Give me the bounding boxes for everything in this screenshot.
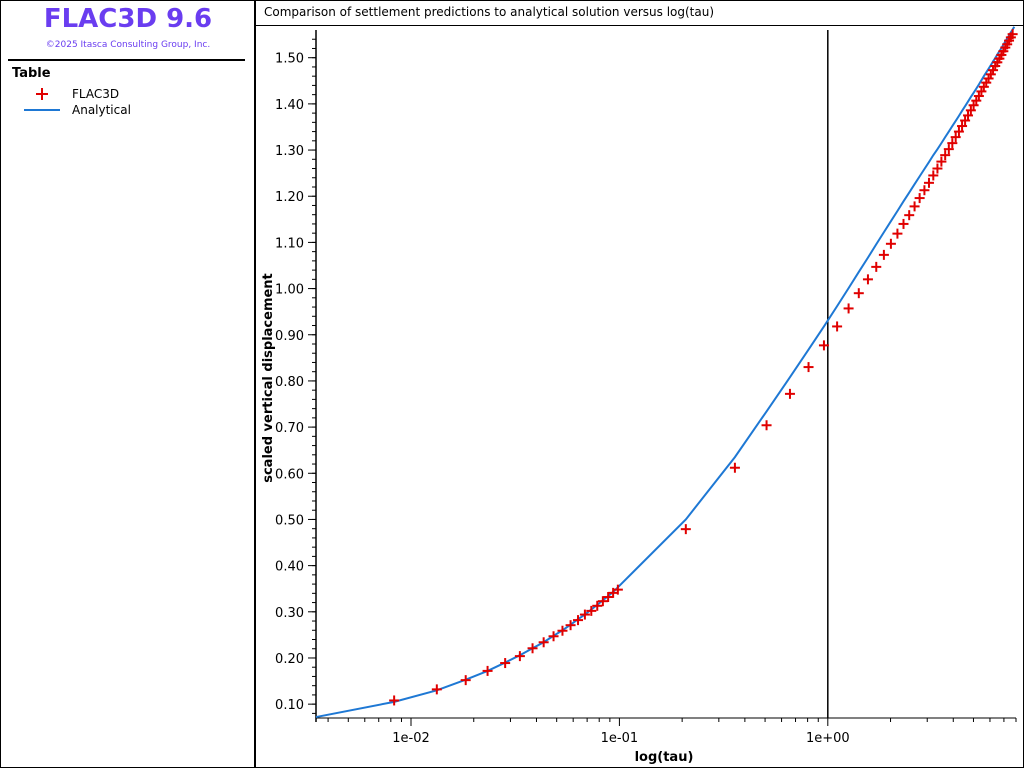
- flac3d-marker: [1007, 29, 1018, 40]
- flac3d-marker: [965, 105, 976, 116]
- flac3d-marker: [557, 625, 568, 636]
- y-tick-label: 0.60: [275, 467, 304, 482]
- header-divider: [8, 59, 245, 61]
- flac3d-marker: [963, 110, 974, 121]
- flac3d-marker: [784, 388, 795, 399]
- y-tick-label: 1.10: [275, 236, 304, 251]
- flac3d-marker: [818, 340, 829, 351]
- app-title: FLAC3D 9.6: [43, 4, 213, 34]
- axes: 0.10 0.20 0.30 0.40 0.50 0.60 0.70 0.80 0.90 1.00…: [275, 30, 1017, 746]
- legend-title: Table: [12, 66, 51, 81]
- flac3d-marker: [909, 201, 920, 212]
- flac3d-marker: [947, 138, 958, 149]
- flac3d-marker: [936, 156, 947, 167]
- analytical-line: [315, 26, 1016, 719]
- flac3d-marker: [862, 274, 873, 285]
- x-tick-label: 1e-02: [392, 731, 430, 746]
- legend-item-analytical: Analytical: [22, 102, 242, 118]
- analytical-series: [315, 26, 1016, 719]
- y-tick-label: 1.20: [275, 190, 304, 205]
- flac3d-marker: [548, 631, 559, 642]
- flac3d-marker: [919, 185, 930, 196]
- legend-panel: FLAC3D 9.6 ©2025 Itasca Consulting Group…: [0, 0, 256, 768]
- flac3d-marker: [586, 605, 597, 616]
- flac3d-marker: [612, 584, 623, 595]
- flac3d-marker: [960, 115, 971, 126]
- flac3d-marker: [892, 228, 903, 239]
- flac3d-marker: [573, 615, 584, 626]
- flac3d-marker: [500, 658, 511, 669]
- y-tick-label: 0.40: [275, 560, 304, 575]
- app-copyright: ©2025 Itasca Consulting Group, Inc.: [45, 40, 211, 50]
- y-tick-label: 1.00: [275, 283, 304, 298]
- flac3d-marker: [431, 684, 442, 695]
- flac3d-marker: [957, 121, 968, 132]
- flac3d-marker: [898, 218, 909, 229]
- y-tick-label: 1.50: [275, 52, 304, 67]
- flac3d-marker: [482, 665, 493, 676]
- y-tick-label: 0.80: [275, 375, 304, 390]
- plus-marker-icon: [36, 88, 48, 100]
- flac3d-marker: [904, 210, 915, 221]
- flac3d-marker: [928, 170, 939, 181]
- flac3d-marker: [914, 193, 925, 204]
- flac3d-series: [389, 29, 1018, 706]
- flac3d-marker: [597, 596, 608, 607]
- plot-title-bar: Comparison of settlement predictions to …: [256, 0, 1024, 26]
- flac3d-marker: [871, 261, 882, 272]
- flac3d-marker: [803, 362, 814, 373]
- flac3d-marker: [843, 303, 854, 314]
- flac3d-marker: [943, 144, 954, 155]
- flac3d-marker: [878, 249, 889, 260]
- legend-item-flac3d: FLAC3D: [22, 86, 242, 102]
- plot-title: Comparison of settlement predictions to …: [264, 5, 715, 19]
- flac3d-marker: [932, 163, 943, 174]
- flac3d-marker: [923, 177, 934, 188]
- flac3d-marker: [680, 524, 691, 535]
- flac3d-marker: [940, 150, 951, 161]
- flac3d-marker: [579, 609, 590, 620]
- line-marker-icon: [24, 109, 60, 111]
- flac3d-marker: [565, 620, 576, 631]
- y-tick-label: 0.20: [275, 652, 304, 667]
- flac3d-marker: [832, 321, 843, 332]
- y-tick-label: 0.90: [275, 329, 304, 344]
- y-tick-label: 0.30: [275, 606, 304, 621]
- x-tick-label: 1e-01: [601, 731, 639, 746]
- flac3d-marker: [950, 132, 961, 143]
- y-tick-label: 0.50: [275, 513, 304, 528]
- flac3d-marker: [885, 238, 896, 249]
- flac3d-marker: [953, 126, 964, 137]
- flac3d-marker: [538, 637, 549, 648]
- y-tick-label: 0.70: [275, 421, 304, 436]
- flac3d-marker: [527, 643, 538, 654]
- x-axis-label: log(tau): [635, 750, 694, 765]
- y-tick-label: 0.10: [275, 698, 304, 713]
- x-tick-label: 1e+00: [806, 731, 850, 746]
- flac3d-marker: [853, 288, 864, 299]
- legend-label-analytical: Analytical: [72, 103, 131, 117]
- flac3d-marker: [761, 420, 772, 431]
- flac3d-marker: [389, 695, 400, 706]
- flac3d-marker: [592, 600, 603, 611]
- y-axis-label: scaled vertical displacement: [261, 273, 276, 483]
- y-tick-label: 1.30: [275, 144, 304, 159]
- legend-label-flac3d: FLAC3D: [72, 87, 120, 101]
- flac3d-marker: [514, 651, 525, 662]
- flac3d-marker: [460, 675, 471, 686]
- flac3d-marker: [729, 462, 740, 473]
- y-tick-label: 1.40: [275, 98, 304, 113]
